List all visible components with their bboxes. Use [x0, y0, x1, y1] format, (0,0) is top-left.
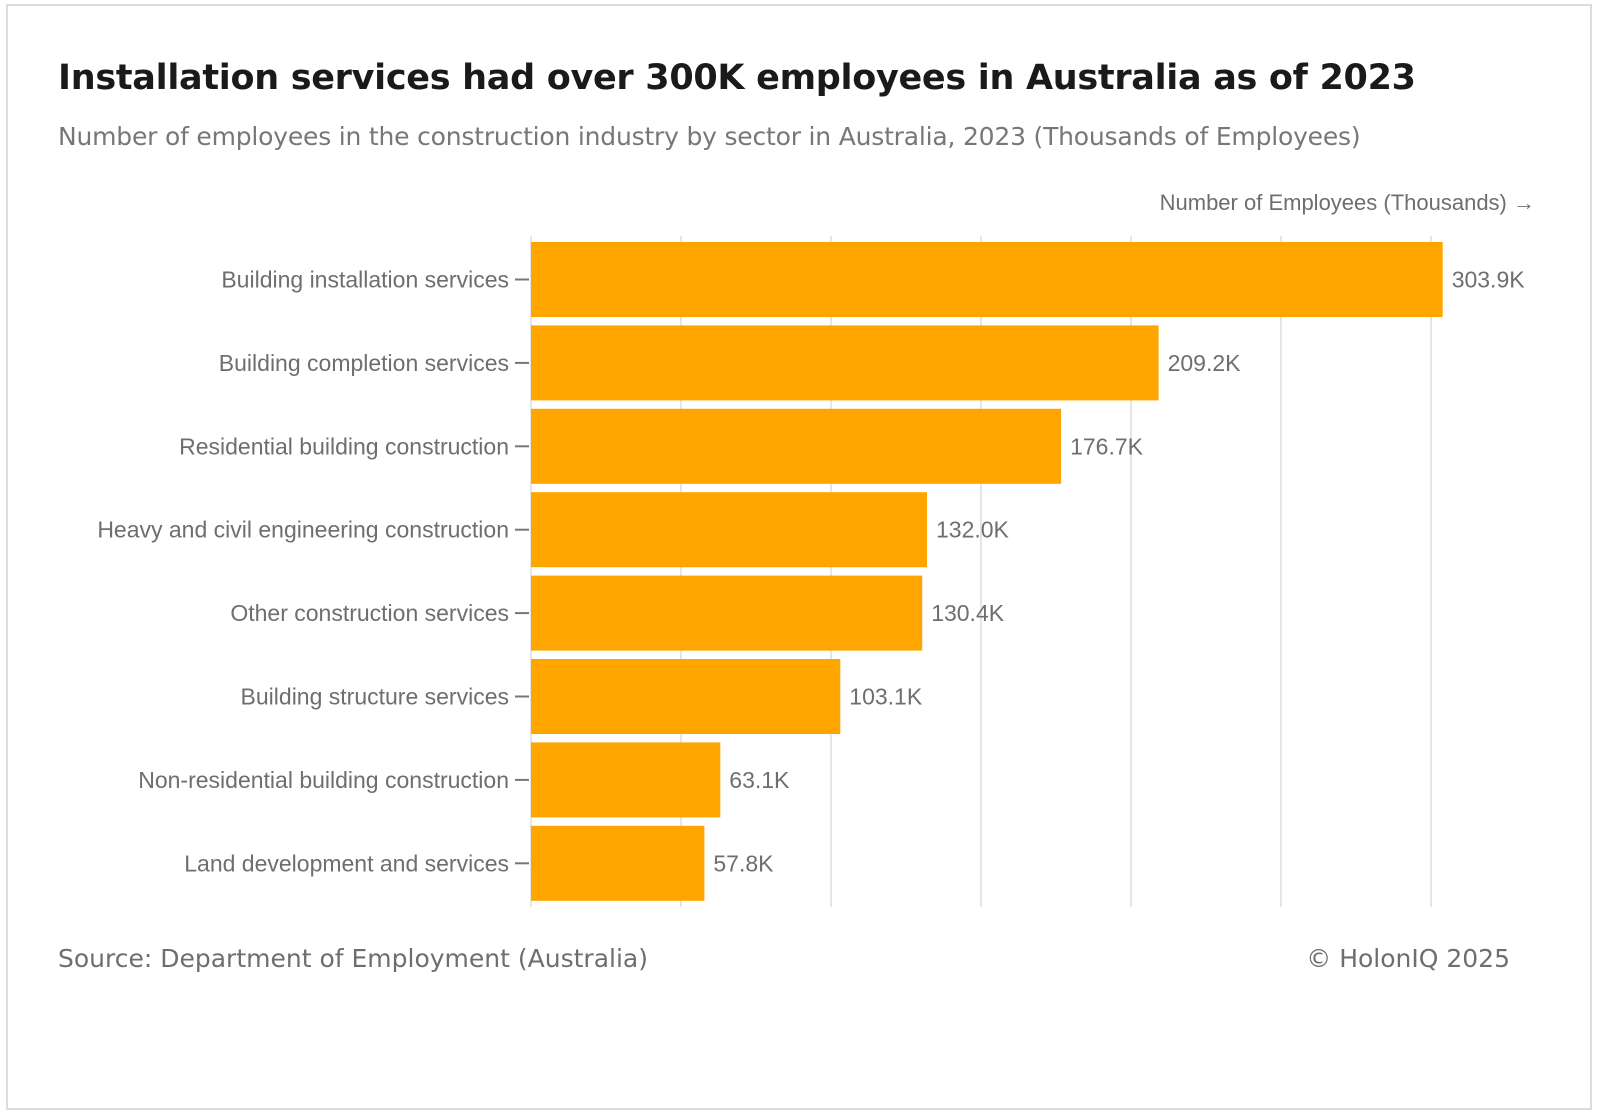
- category-label: Building structure services: [241, 684, 509, 710]
- bars: [531, 242, 1443, 901]
- category-label: Building installation services: [221, 267, 509, 293]
- bar: [531, 825, 705, 901]
- copyright-note: © HolonIQ 2025: [1306, 944, 1510, 973]
- category-labels: Building installation services Building c…: [97, 267, 529, 876]
- value-label: 303.9K: [1452, 267, 1526, 293]
- value-label: 176.7K: [1070, 433, 1144, 459]
- category-label: Building completion services: [219, 350, 509, 376]
- chart-subtitle: Number of employees in the construction …: [58, 122, 1361, 151]
- chart-title: Installation services had over 300K empl…: [58, 58, 1416, 98]
- bar: [531, 408, 1062, 484]
- value-label: 130.4K: [931, 600, 1005, 626]
- value-label: 103.1K: [849, 684, 923, 710]
- value-label: 63.1K: [729, 767, 790, 793]
- value-label: 132.0K: [936, 517, 1010, 543]
- category-label: Heavy and civil engineering construction: [97, 517, 509, 543]
- bar: [531, 492, 927, 568]
- value-label: 209.2K: [1168, 350, 1242, 376]
- bar: [531, 325, 1159, 401]
- category-label: Non-residential building construction: [138, 767, 509, 793]
- category-label: Other construction services: [230, 600, 509, 626]
- bar: [531, 742, 721, 818]
- category-label: Land development and services: [184, 850, 509, 876]
- value-label: 57.8K: [713, 850, 774, 876]
- value-labels: 303.9K 209.2K 176.7K 132.0K 130.4K 103.1K 63.1…: [713, 267, 1525, 877]
- bar: [531, 659, 841, 734]
- source-note: Source: Department of Employment (Austra…: [58, 944, 648, 973]
- x-axis-title: Number of Employees (Thousands) →: [1160, 190, 1535, 215]
- bar: [531, 575, 923, 651]
- bar: [531, 242, 1443, 317]
- category-label: Residential building construction: [179, 433, 509, 459]
